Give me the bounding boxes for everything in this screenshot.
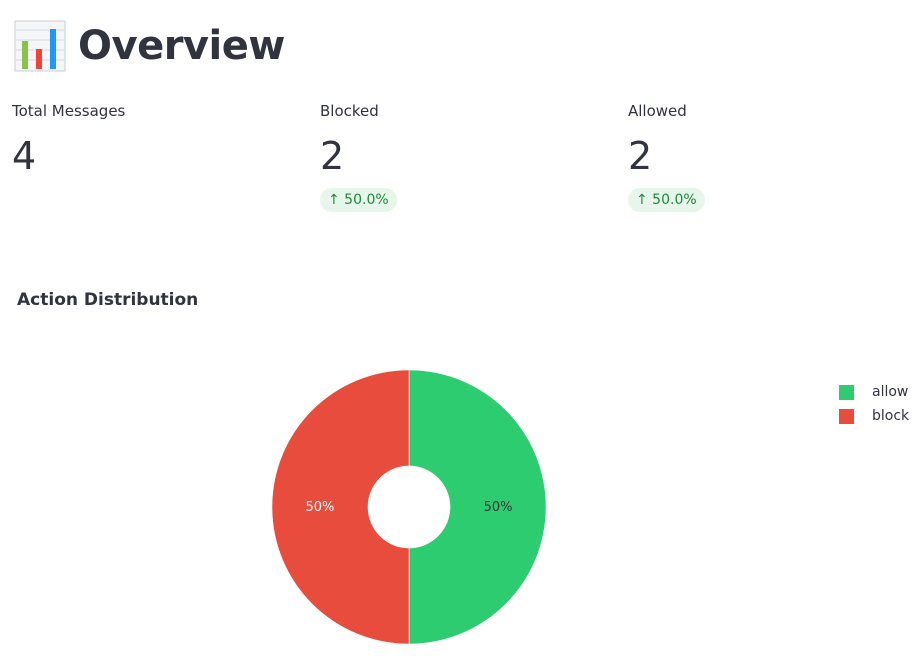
metric-value: 2 bbox=[628, 134, 653, 178]
page-title-text: Overview bbox=[78, 23, 285, 69]
pie-slice-block[interactable] bbox=[271, 369, 410, 645]
metric-label: Blocked bbox=[320, 102, 379, 120]
metric-total-messages: Total Messages 4 bbox=[12, 102, 125, 178]
metric-delta: ↑ 50.0% bbox=[628, 188, 705, 212]
metric-label: Total Messages bbox=[12, 102, 126, 120]
metric-value: 2 bbox=[320, 134, 345, 178]
pie-label-block: 50% bbox=[305, 500, 334, 515]
legend-swatch bbox=[839, 408, 854, 424]
legend-label: allow bbox=[872, 384, 909, 400]
legend-swatch bbox=[839, 384, 854, 400]
page-title: Overview bbox=[14, 20, 285, 72]
pie-label-allow: 50% bbox=[484, 500, 513, 515]
chart-title: Action Distribution bbox=[17, 290, 199, 310]
legend-item-allow[interactable]: allow bbox=[839, 380, 909, 404]
metric-value: 4 bbox=[12, 134, 37, 178]
metric-delta: ↑ 50.0% bbox=[320, 188, 397, 212]
legend-label: block bbox=[872, 408, 910, 424]
pie-slice-allow[interactable] bbox=[408, 369, 547, 645]
metric-blocked: Blocked 2 ↑ 50.0% bbox=[320, 102, 397, 212]
chart-legend[interactable]: allow block bbox=[839, 380, 909, 428]
legend-item-block[interactable]: block bbox=[839, 404, 909, 428]
bar-chart-icon bbox=[14, 20, 66, 72]
metric-label: Allowed bbox=[628, 102, 687, 120]
metric-allowed: Allowed 2 ↑ 50.0% bbox=[628, 102, 705, 212]
